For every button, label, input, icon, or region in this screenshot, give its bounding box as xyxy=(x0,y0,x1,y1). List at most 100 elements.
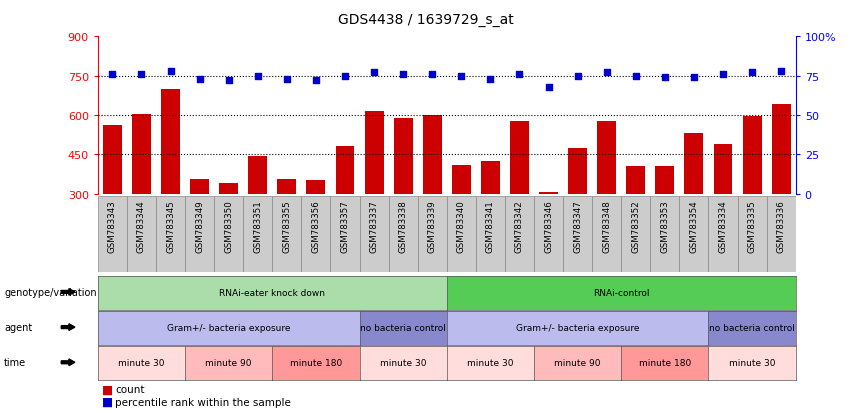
Point xyxy=(774,69,788,75)
Bar xyxy=(127,196,156,273)
Text: GSM783340: GSM783340 xyxy=(457,200,465,253)
Bar xyxy=(563,196,592,273)
Text: GSM783350: GSM783350 xyxy=(224,200,233,253)
Bar xyxy=(713,145,733,194)
Bar xyxy=(103,126,122,194)
Bar xyxy=(655,166,674,194)
Text: GSM783336: GSM783336 xyxy=(777,200,785,253)
Text: ■: ■ xyxy=(102,395,113,408)
Point xyxy=(309,78,323,84)
Bar xyxy=(359,196,389,273)
Text: GSM783338: GSM783338 xyxy=(398,200,408,253)
Text: GSM783355: GSM783355 xyxy=(283,200,291,253)
Point xyxy=(454,73,468,80)
Text: minute 180: minute 180 xyxy=(290,358,342,368)
Bar xyxy=(132,114,151,194)
Bar xyxy=(452,165,471,194)
Point xyxy=(687,75,700,81)
Point xyxy=(571,73,585,80)
Text: GSM783345: GSM783345 xyxy=(166,200,175,253)
Text: minute 30: minute 30 xyxy=(467,358,514,368)
Point xyxy=(542,84,556,91)
Point xyxy=(222,78,236,84)
Point xyxy=(134,71,148,78)
Point xyxy=(368,70,381,76)
Text: GSM783334: GSM783334 xyxy=(718,200,728,253)
Bar xyxy=(186,196,214,273)
Bar xyxy=(539,193,558,194)
Point xyxy=(251,73,265,80)
Bar xyxy=(568,148,587,194)
Bar xyxy=(597,122,616,194)
Bar xyxy=(772,105,791,194)
Text: no bacteria control: no bacteria control xyxy=(709,323,795,332)
Bar xyxy=(621,196,650,273)
Point xyxy=(483,76,497,83)
Point xyxy=(193,76,207,83)
Text: minute 30: minute 30 xyxy=(380,358,426,368)
Bar xyxy=(272,196,301,273)
Point xyxy=(717,71,730,78)
Bar xyxy=(214,196,243,273)
Bar xyxy=(330,196,359,273)
Bar xyxy=(243,196,272,273)
Bar xyxy=(301,196,330,273)
Text: GSM783351: GSM783351 xyxy=(254,200,262,253)
Point xyxy=(600,70,614,76)
Bar xyxy=(510,122,529,194)
Bar xyxy=(626,166,645,194)
Point xyxy=(512,71,526,78)
Text: GSM783344: GSM783344 xyxy=(137,200,146,253)
Point xyxy=(163,69,177,75)
Text: GSM783356: GSM783356 xyxy=(311,200,321,253)
Text: GSM783342: GSM783342 xyxy=(515,200,524,253)
Point xyxy=(106,71,119,78)
Text: GSM783349: GSM783349 xyxy=(195,200,204,252)
Text: minute 30: minute 30 xyxy=(728,358,775,368)
Text: agent: agent xyxy=(4,322,32,332)
Text: Gram+/- bacteria exposure: Gram+/- bacteria exposure xyxy=(516,323,639,332)
Bar xyxy=(476,196,505,273)
Point xyxy=(745,70,759,76)
Bar xyxy=(156,196,186,273)
Text: RNAi-control: RNAi-control xyxy=(593,288,649,297)
Bar xyxy=(709,196,738,273)
Bar xyxy=(161,90,180,194)
Bar xyxy=(592,196,621,273)
Text: time: time xyxy=(4,357,26,368)
Text: GSM783347: GSM783347 xyxy=(573,200,582,253)
Text: percentile rank within the sample: percentile rank within the sample xyxy=(115,396,291,407)
Text: GDS4438 / 1639729_s_at: GDS4438 / 1639729_s_at xyxy=(338,13,513,27)
Text: GSM783353: GSM783353 xyxy=(660,200,670,253)
Text: GSM783343: GSM783343 xyxy=(108,200,117,253)
Point xyxy=(658,75,671,81)
Point xyxy=(397,71,410,78)
Text: GSM783354: GSM783354 xyxy=(689,200,699,253)
Bar xyxy=(394,118,413,194)
Text: Gram+/- bacteria exposure: Gram+/- bacteria exposure xyxy=(167,323,290,332)
Bar xyxy=(389,196,418,273)
Point xyxy=(629,73,643,80)
Bar xyxy=(306,181,325,194)
Bar xyxy=(277,180,296,194)
Bar xyxy=(447,196,476,273)
Text: GSM783335: GSM783335 xyxy=(747,200,757,253)
Bar xyxy=(534,196,563,273)
Bar xyxy=(190,180,209,194)
Bar xyxy=(364,112,384,194)
Bar xyxy=(418,196,447,273)
Text: GSM783341: GSM783341 xyxy=(486,200,495,253)
Text: genotype/variation: genotype/variation xyxy=(4,287,97,297)
Text: GSM783346: GSM783346 xyxy=(544,200,553,253)
Text: count: count xyxy=(115,384,145,394)
Bar xyxy=(679,196,708,273)
Bar xyxy=(220,184,238,194)
Bar xyxy=(767,196,796,273)
Bar xyxy=(335,147,355,194)
Text: RNAi-eater knock down: RNAi-eater knock down xyxy=(220,288,325,297)
Point xyxy=(280,76,294,83)
Bar xyxy=(98,196,127,273)
Text: minute 90: minute 90 xyxy=(205,358,252,368)
Text: GSM783337: GSM783337 xyxy=(369,200,379,253)
Bar xyxy=(481,161,500,194)
